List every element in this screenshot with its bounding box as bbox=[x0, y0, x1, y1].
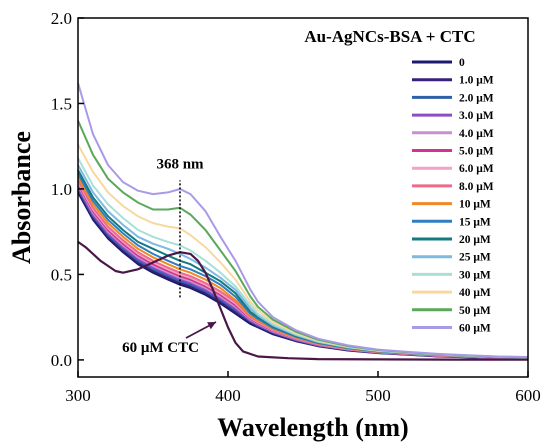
ctc-curve-line bbox=[77, 240, 529, 361]
series-line-15 bbox=[77, 82, 529, 358]
legend-label-0: 0 bbox=[459, 57, 465, 69]
y-axis-title: Absorbance bbox=[7, 131, 36, 264]
y-tick-label: 1.5 bbox=[51, 94, 72, 113]
legend-label-3: 3.0 μM bbox=[459, 110, 494, 122]
legend-label-4: 4.0 μM bbox=[459, 128, 494, 140]
legend-label-6: 6.0 μM bbox=[459, 163, 494, 175]
plot-lines bbox=[77, 82, 529, 360]
legend-label-2: 2.0 μM bbox=[459, 92, 494, 104]
legend-label-8: 10 μM bbox=[459, 199, 491, 211]
y-tick-label: 1.0 bbox=[51, 180, 72, 199]
legend-label-10: 20 μM bbox=[459, 234, 491, 246]
ctc-line-group bbox=[77, 240, 529, 361]
legend: Au-AgNCs-BSA + CTC 0 1.0 μM 2.0 μM 3.0 μM 4.… bbox=[304, 27, 493, 335]
y-tick-label: 0.5 bbox=[51, 265, 72, 284]
legend-label-5: 5.0 μM bbox=[459, 146, 494, 158]
legend-label-9: 15 μM bbox=[459, 216, 491, 228]
x-tick-label: 400 bbox=[215, 386, 241, 405]
legend-label-13: 40 μM bbox=[459, 287, 491, 299]
x-axis-title: Wavelength (nm) bbox=[217, 413, 408, 442]
legend-label-1: 1.0 μM bbox=[459, 75, 494, 87]
ctc-curve-label: 60 μM CTC bbox=[122, 340, 199, 356]
peak-wavelength-label: 368 nm bbox=[156, 156, 204, 172]
legend-label-15: 60 μM bbox=[459, 323, 491, 335]
legend-label-7: 8.0 μM bbox=[459, 181, 494, 193]
ctc-arrowhead bbox=[207, 322, 216, 330]
legend-title: Au-AgNCs-BSA + CTC bbox=[304, 27, 475, 46]
legend-label-14: 50 μM bbox=[459, 305, 491, 317]
legend-label-12: 30 μM bbox=[459, 269, 491, 281]
ticks-group: 300 400 500 600 0.0 0.5 1.0 1.5 2.0 bbox=[51, 9, 541, 405]
x-tick-label: 300 bbox=[65, 386, 91, 405]
x-tick-label: 500 bbox=[365, 386, 391, 405]
annotation-group: 368 nm 60 μM CTC bbox=[122, 156, 217, 356]
y-tick-label: 2.0 bbox=[51, 9, 72, 28]
y-tick-label: 0.0 bbox=[51, 351, 72, 370]
x-tick-label: 600 bbox=[515, 386, 541, 405]
plot-frame bbox=[77, 17, 529, 378]
legend-label-11: 25 μM bbox=[459, 252, 491, 264]
